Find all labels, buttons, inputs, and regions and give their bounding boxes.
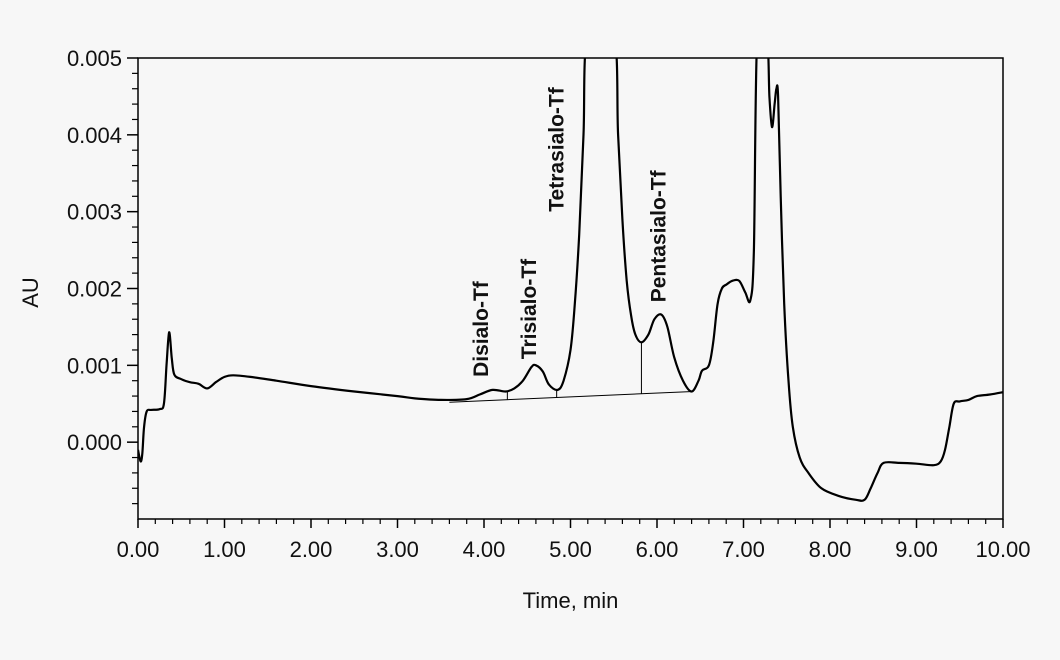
peak-label: Pentasialo-Tf bbox=[648, 169, 671, 302]
x-tick-label: 8.00 bbox=[809, 537, 852, 562]
x-axis-ticks: 0.00 1.00 2.00 3.00 4.00 5.00 6.00 7.00 8.00 9.00… bbox=[117, 519, 1031, 562]
plot-frame bbox=[137, 57, 1004, 520]
integration-baseline bbox=[449, 390, 694, 403]
plot-area bbox=[137, 57, 1004, 520]
peak-label: Tetrasialo-Tf bbox=[546, 86, 569, 211]
peak-label: Disialo-Tf bbox=[470, 280, 493, 377]
y-tick-label: 0.005 bbox=[67, 46, 122, 71]
x-tick-label: 7.00 bbox=[722, 537, 765, 562]
x-tick-label: 10.00 bbox=[975, 537, 1030, 562]
y-tick-label: 0.001 bbox=[67, 353, 122, 378]
x-tick-label: 4.00 bbox=[463, 537, 506, 562]
trace-layer bbox=[138, 58, 1003, 502]
y-tick-label: 0.002 bbox=[67, 277, 122, 302]
y-tick-label: 0.004 bbox=[67, 123, 122, 148]
x-tick-label: 9.00 bbox=[895, 537, 938, 562]
y-tick-label: 0.003 bbox=[67, 200, 122, 225]
y-axis-title: AU bbox=[18, 277, 43, 308]
y-axis-ticks: 0.000 0.001 0.002 0.003 0.004 0.005 bbox=[67, 46, 138, 505]
y-tick-label: 0.000 bbox=[67, 430, 122, 455]
x-tick-label: 3.00 bbox=[376, 537, 419, 562]
x-tick-label: 6.00 bbox=[636, 537, 679, 562]
x-axis-title: Time, min bbox=[523, 588, 619, 613]
x-tick-label: 0.00 bbox=[117, 537, 160, 562]
peak-label: Trisialo-Tf bbox=[518, 258, 541, 359]
annotation-layer: Disialo-Tf Trisialo-Tf Tetrasialo-Tf Pentas… bbox=[470, 86, 670, 377]
x-tick-label: 2.00 bbox=[290, 537, 333, 562]
x-tick-label: 1.00 bbox=[203, 537, 246, 562]
x-tick-label: 5.00 bbox=[549, 537, 592, 562]
chromatogram-trace bbox=[138, 58, 1003, 502]
